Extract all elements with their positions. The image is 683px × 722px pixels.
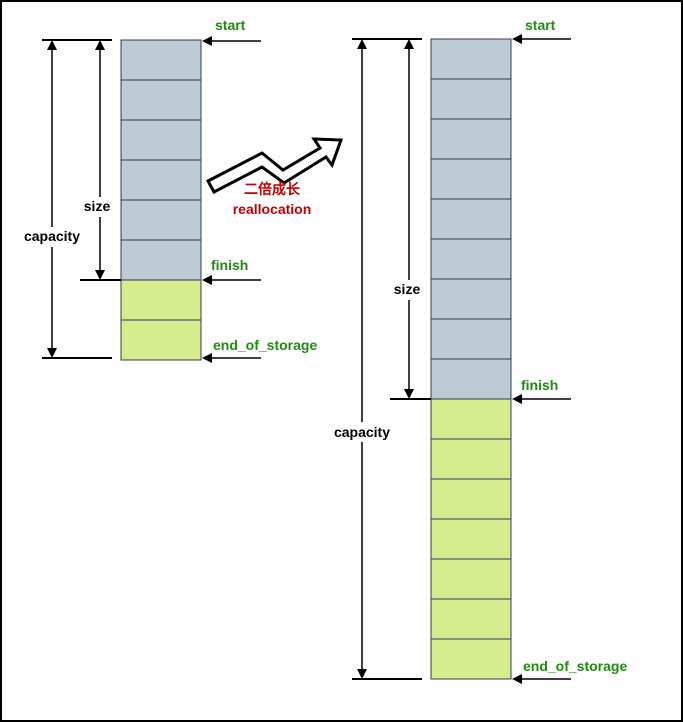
right-used-cell xyxy=(430,158,512,200)
left-free-cell xyxy=(120,319,202,361)
right-start-label: start xyxy=(525,17,556,33)
right-free-cell xyxy=(430,638,512,680)
left-used-cell xyxy=(120,159,202,201)
left-size-label: size xyxy=(84,198,111,214)
right-free-cell xyxy=(430,398,512,440)
right-used-cell xyxy=(430,318,512,360)
left-used-cell xyxy=(120,199,202,241)
left-vector: size capacity start finish end_of_storag… xyxy=(24,17,317,363)
right-used-cell xyxy=(430,278,512,320)
left-used-cell xyxy=(120,79,202,121)
right-used-cell xyxy=(430,238,512,280)
right-finish-label: finish xyxy=(521,377,558,393)
left-end-of-storage-label: end_of_storage xyxy=(213,337,317,353)
right-vector: size capacity start finish end_of_storag… xyxy=(334,17,627,684)
left-free-cell xyxy=(120,279,202,321)
right-end-of-storage-label: end_of_storage xyxy=(523,658,627,674)
right-free-cell xyxy=(430,438,512,480)
left-cell-column xyxy=(120,39,202,361)
left-finish-label: finish xyxy=(211,257,248,273)
right-cell-column xyxy=(430,38,512,680)
left-used-cell xyxy=(120,119,202,161)
left-used-cell xyxy=(120,239,202,281)
right-used-cell xyxy=(430,38,512,80)
left-start-label: start xyxy=(215,17,246,33)
right-used-cell xyxy=(430,358,512,400)
right-size-label: size xyxy=(394,281,421,297)
transition: 二倍成长 reallocation xyxy=(205,137,344,217)
left-used-cell xyxy=(120,39,202,81)
transition-label-cn: 二倍成长 xyxy=(244,181,301,198)
right-capacity-label: capacity xyxy=(334,424,390,440)
right-free-cell xyxy=(430,518,512,560)
right-free-cell xyxy=(430,598,512,640)
right-used-cell xyxy=(430,198,512,240)
right-free-cell xyxy=(430,558,512,600)
zigzag-arrow-icon xyxy=(205,137,344,195)
right-used-cell xyxy=(430,118,512,160)
transition-label-en: reallocation xyxy=(233,201,312,217)
right-used-cell xyxy=(430,78,512,120)
left-capacity-label: capacity xyxy=(24,228,80,244)
right-free-cell xyxy=(430,478,512,520)
